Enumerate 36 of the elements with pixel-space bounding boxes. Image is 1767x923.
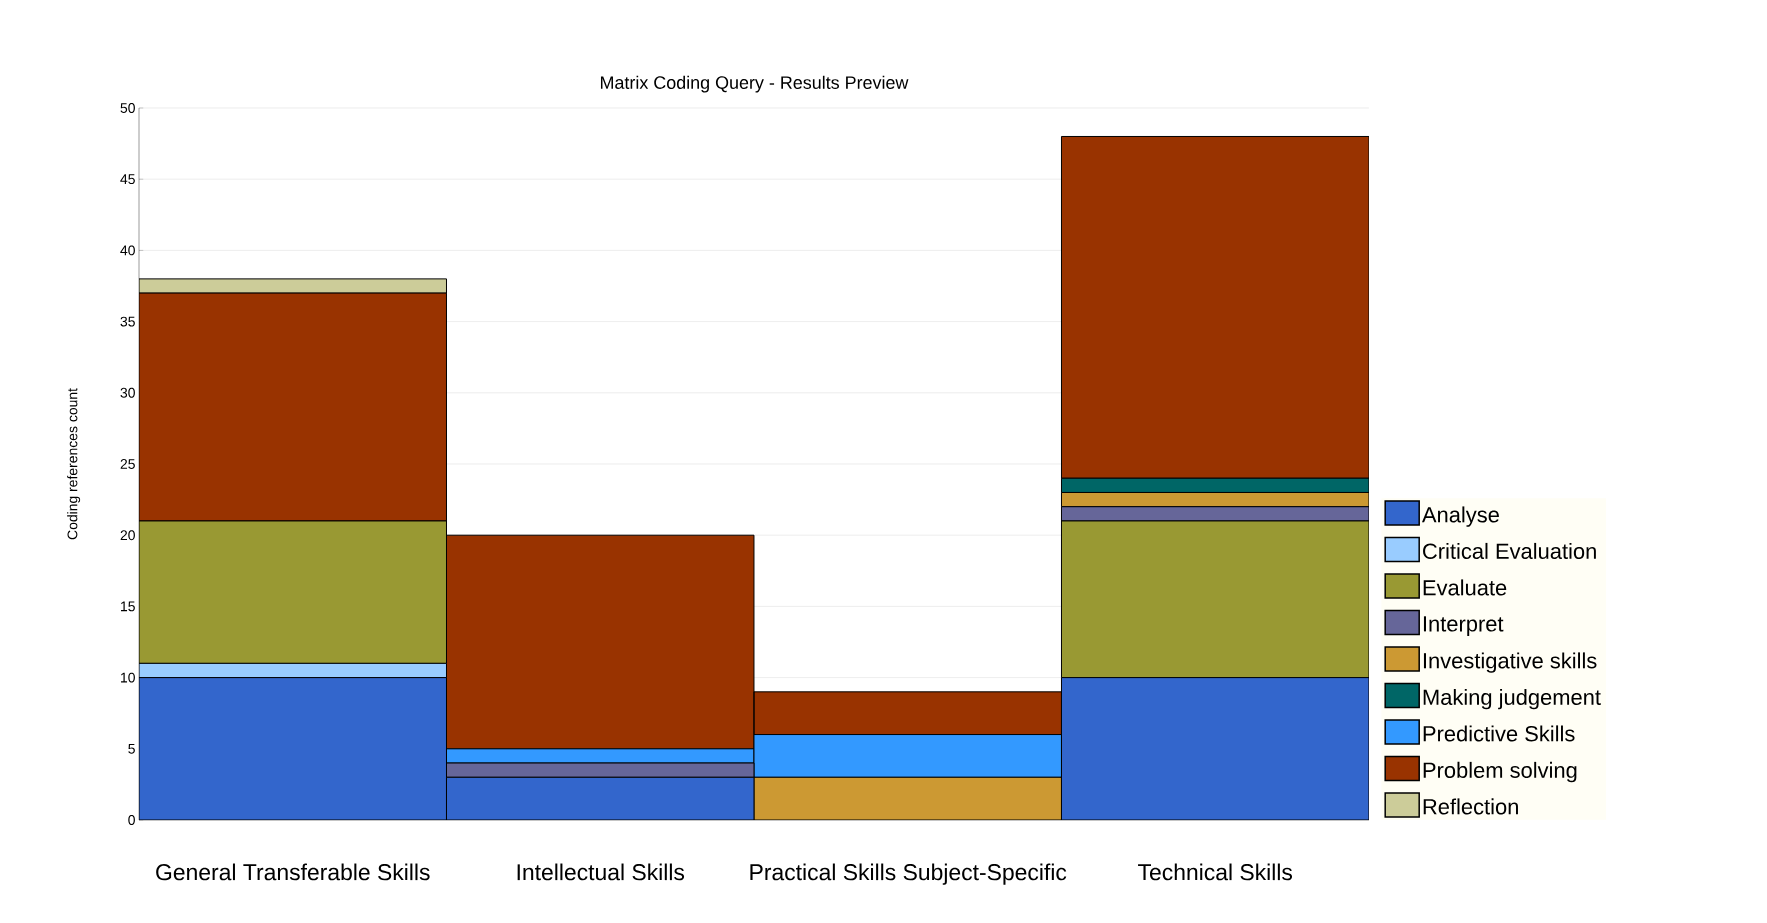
legend-label: Problem solving: [1423, 761, 1577, 783]
y-tick-label: 40: [120, 245, 135, 256]
x-tick-label: General Transferable Skills: [156, 863, 430, 881]
y-tick-label: 25: [120, 459, 135, 469]
legend-label: Making judgement: [1423, 688, 1601, 710]
y-axis-title: Coding references count: [67, 388, 81, 540]
legend-label: Investigative skills: [1423, 652, 1597, 673]
y-tick-label: 45: [120, 174, 135, 185]
bar: [1060, 520, 1369, 679]
bar: [1060, 135, 1369, 479]
legend-label: Critical Evaluation: [1423, 542, 1596, 560]
chart-title: Matrix Coding Query - Results Preview: [600, 75, 909, 93]
bar: [1060, 491, 1369, 508]
legend-label: Analyse: [1421, 506, 1499, 527]
legend-label: Reflection: [1423, 798, 1518, 815]
bar: [445, 534, 755, 750]
bar: [445, 762, 755, 778]
bar: [1060, 506, 1369, 522]
y-tick-label: 20: [120, 530, 135, 541]
y-tick-label: 30: [120, 387, 135, 398]
y-tick-label: 15: [121, 601, 135, 612]
y-tick-label: 0: [128, 815, 135, 825]
legend-label: Interpret: [1423, 616, 1504, 636]
legend-label: Evaluate: [1423, 579, 1507, 596]
y-tick-label: 35: [120, 316, 135, 327]
x-tick-label: Technical Skills: [1138, 863, 1293, 881]
y-tick-label: 5: [128, 743, 135, 754]
x-tick-label: Practical Skills Subject-Specific: [750, 863, 1067, 885]
bar: [753, 691, 1062, 736]
y-tick-label: 50: [120, 103, 135, 113]
bar: [753, 776, 1062, 820]
bar: [139, 520, 447, 664]
bar: [139, 292, 447, 522]
x-tick-label: Intellectual Skills: [517, 863, 685, 881]
legend-label: Predictive Skills: [1423, 725, 1575, 742]
y-tick-label: 10: [121, 672, 135, 683]
